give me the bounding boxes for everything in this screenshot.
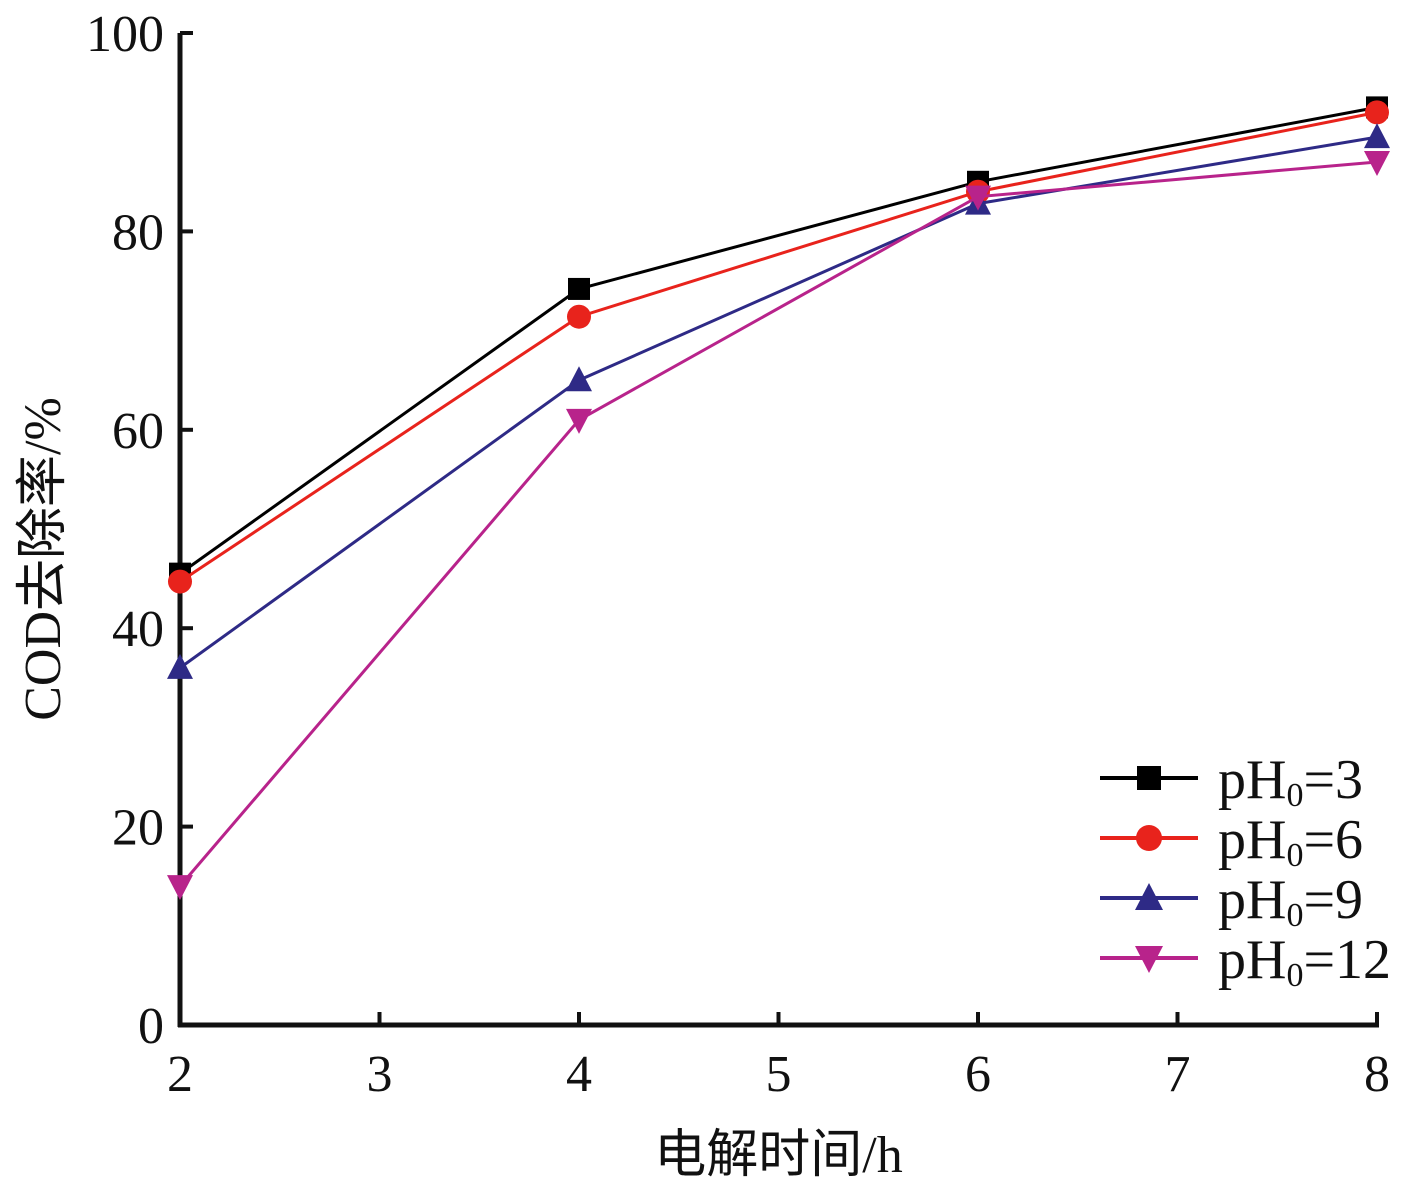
x-tick-label: 7: [1165, 1046, 1191, 1103]
series-pH0=6: [168, 100, 1389, 594]
x-tick-label: 2: [167, 1046, 193, 1103]
legend-label: pH0=9: [1218, 869, 1363, 934]
series-line: [178, 160, 1378, 888]
series-pH0=3: [169, 96, 1388, 585]
x-tick-label: 8: [1364, 1046, 1390, 1103]
series-pH0=12: [167, 150, 1390, 901]
axes: 0 20 40 60 80 100 2 3 4 5 6 7 8: [86, 6, 1390, 1103]
legend-label: pH0=12: [1218, 929, 1391, 994]
series-pH0=9: [167, 123, 1390, 679]
legend-marker: [1135, 883, 1163, 910]
x-tick-label: 3: [367, 1046, 393, 1103]
legend-label: pH0=6: [1218, 809, 1363, 874]
x-axis-title: 电解时间/h: [654, 1127, 902, 1181]
data-point: [566, 408, 592, 434]
series-line: [179, 105, 1378, 575]
data-point: [1364, 123, 1390, 149]
legend-item: pH0=6: [1100, 809, 1363, 874]
data-point: [567, 304, 591, 329]
legend-item: pH0=3: [1100, 749, 1363, 814]
data-point: [965, 185, 991, 211]
y-tick-label: 60: [112, 403, 164, 460]
y-tick-label: 80: [112, 204, 164, 261]
y-tick-label: 20: [112, 800, 164, 857]
data-point: [568, 277, 590, 300]
y-axis-title: COD去除率/%: [15, 397, 72, 721]
x-tick-label: 4: [566, 1046, 592, 1103]
y-tick-label: 100: [86, 6, 164, 63]
x-tick-label: 6: [965, 1046, 991, 1103]
data-point: [566, 366, 592, 392]
data-point: [168, 569, 192, 594]
y-tick-label: 40: [112, 601, 164, 658]
data-point: [1365, 100, 1389, 125]
legend-marker: [1136, 825, 1162, 851]
data-point: [1364, 150, 1390, 176]
data-point: [167, 653, 193, 679]
y-tick-label: 0: [138, 998, 164, 1055]
legend-item: pH0=12: [1100, 929, 1391, 994]
legend-label: pH0=3: [1218, 749, 1363, 814]
legend-marker: [1137, 766, 1161, 790]
legend-item: pH0=9: [1100, 869, 1363, 934]
data-point: [167, 875, 193, 901]
series-line: [179, 110, 1378, 583]
series-layer: [167, 96, 1390, 901]
legend-marker: [1135, 946, 1163, 973]
series-line: [179, 135, 1378, 670]
x-tick-label: 5: [766, 1046, 792, 1103]
